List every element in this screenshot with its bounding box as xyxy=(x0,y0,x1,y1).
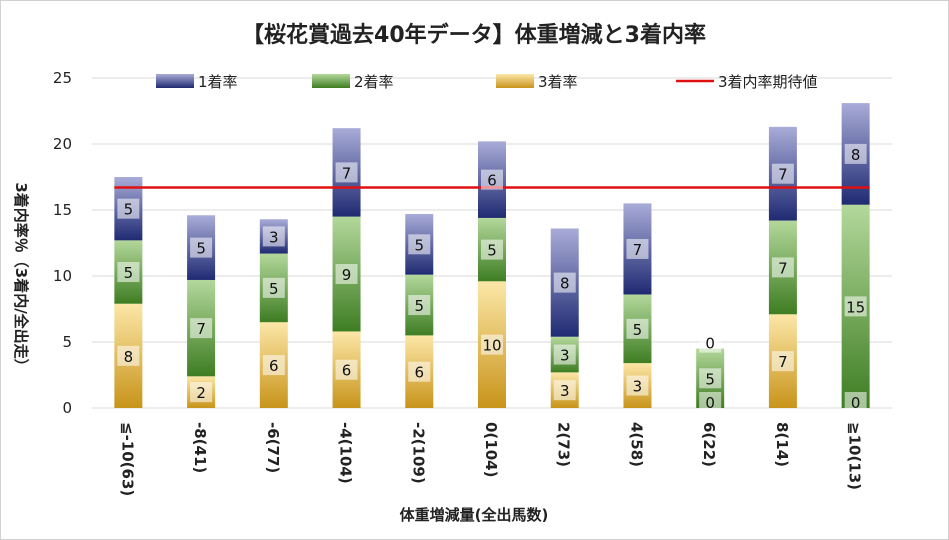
y-tick-label: 0 xyxy=(62,399,72,417)
x-axis-title: 体重増減量(全出馬数) xyxy=(400,506,549,524)
x-tick-label: 0(104) xyxy=(482,422,500,477)
data-label: 7 xyxy=(342,164,352,182)
data-label: 5 xyxy=(414,297,424,315)
y-axis-title: 3着内率％（3着内/全出走） xyxy=(12,182,30,373)
data-label: 3 xyxy=(633,378,643,396)
x-tick-label: -2(109) xyxy=(409,422,427,484)
data-label: 7 xyxy=(778,259,788,277)
data-label: 2 xyxy=(196,384,206,402)
data-label: 0 xyxy=(705,394,715,412)
y-tick-label: 5 xyxy=(62,333,72,351)
data-label: 5 xyxy=(487,242,497,260)
legend-swatch xyxy=(156,74,194,88)
data-label: 7 xyxy=(196,320,206,338)
data-label-box xyxy=(844,392,867,412)
data-label: 6 xyxy=(487,172,497,190)
legend: 1着率 2着率 3着率 3着内率期待値 xyxy=(156,73,818,91)
data-label-box xyxy=(117,198,140,219)
data-label: 3 xyxy=(560,382,570,400)
chart-title: 【桜花賞過去40年データ】体重増減と3着内率 xyxy=(242,22,706,48)
data-label-box xyxy=(262,355,285,376)
data-label-box xyxy=(481,169,503,190)
data-label: 10 xyxy=(482,337,501,355)
x-tick-label: 6(22) xyxy=(700,422,718,467)
data-label: 0 xyxy=(851,394,861,412)
data-label-box xyxy=(626,238,649,259)
data-label-box xyxy=(481,334,503,355)
data-label: 6 xyxy=(269,357,279,375)
data-label: 9 xyxy=(342,266,352,284)
data-label: 6 xyxy=(342,362,352,380)
data-label-box xyxy=(408,234,431,255)
data-label-box xyxy=(117,345,140,366)
x-tick-label: -4(104) xyxy=(337,422,355,484)
data-label-box xyxy=(408,361,431,382)
data-label: 5 xyxy=(196,240,206,258)
x-axis-ticks: ≦-10(63) -8(41) -6(77) -4(104) -2(109) 0(104)… xyxy=(118,422,863,496)
data-label-box xyxy=(844,296,867,317)
data-label-box xyxy=(553,344,576,365)
x-tick-label: 2(73) xyxy=(555,422,573,467)
data-label-box xyxy=(626,318,649,339)
data-label-box xyxy=(190,382,213,403)
data-label: 3 xyxy=(560,347,570,365)
data-label: 3 xyxy=(269,228,279,246)
data-label-box xyxy=(117,262,140,283)
data-label-box xyxy=(553,272,576,293)
data-label: 8 xyxy=(851,146,861,164)
x-tick-label: 4(58) xyxy=(627,422,645,467)
data-label: 5 xyxy=(124,264,134,282)
x-tick-label: ≦-10(63) xyxy=(118,422,136,496)
data-label: 5 xyxy=(633,321,643,339)
data-label-box xyxy=(190,237,213,258)
data-label: 7 xyxy=(778,166,788,184)
y-tick-label: 15 xyxy=(53,201,72,219)
y-axis-ticks: 0 5 10 15 20 25 xyxy=(53,69,72,417)
data-label-box xyxy=(262,277,285,298)
data-label-box xyxy=(699,368,722,389)
gridlines xyxy=(92,77,892,409)
data-label: 7 xyxy=(778,353,788,371)
legend-label: 3着内率期待値 xyxy=(718,73,818,91)
data-label-box xyxy=(408,295,431,316)
data-label-box xyxy=(262,226,285,247)
legend-swatch xyxy=(496,74,534,88)
legend-label: 1着率 xyxy=(198,73,238,91)
legend-label: 2着率 xyxy=(354,73,394,91)
value-labels: 8 5 5 2 7 5 6 5 3 6 9 7 6 5 5 10 5 6 3 3 8 3 5 7 0 5 0 7 7 7 0 15 8 xyxy=(117,143,867,412)
data-label: 8 xyxy=(124,348,134,366)
legend-label: 3着率 xyxy=(538,73,578,91)
data-label-box xyxy=(335,264,358,285)
y-tick-label: 20 xyxy=(53,135,72,153)
x-tick-label: 8(14) xyxy=(773,422,791,467)
data-label-box xyxy=(481,239,503,260)
data-label-box xyxy=(699,392,722,412)
data-label: 0 xyxy=(705,335,715,353)
data-label: 5 xyxy=(414,236,424,254)
data-label-box xyxy=(626,375,649,396)
x-tick-label: ≧10(13) xyxy=(846,422,864,490)
data-label-box xyxy=(699,332,722,353)
data-label: 5 xyxy=(705,370,715,388)
data-label-box xyxy=(335,162,358,183)
data-label: 5 xyxy=(269,280,279,298)
data-label-box xyxy=(335,359,358,380)
x-tick-label: -8(41) xyxy=(191,422,209,473)
data-label: 7 xyxy=(633,241,643,259)
data-label-box xyxy=(771,257,794,278)
y-tick-label: 25 xyxy=(53,69,72,87)
data-label-box xyxy=(844,143,867,164)
data-label-box xyxy=(190,318,213,339)
data-label-box xyxy=(771,163,794,184)
data-label: 8 xyxy=(560,275,570,293)
data-label: 5 xyxy=(124,201,134,219)
legend-swatch xyxy=(312,74,350,88)
x-tick-label: -6(77) xyxy=(264,422,282,473)
data-label: 6 xyxy=(414,364,424,382)
data-label-box xyxy=(553,380,576,401)
y-tick-label: 10 xyxy=(53,267,72,285)
data-label-box xyxy=(771,351,794,372)
data-label: 15 xyxy=(846,298,865,316)
